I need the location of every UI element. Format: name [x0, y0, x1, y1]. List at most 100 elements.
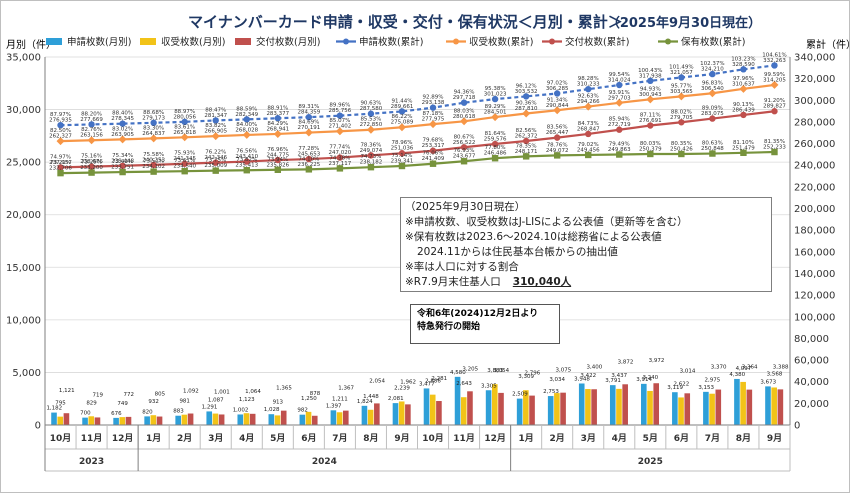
bar: [547, 396, 554, 425]
line-point: [243, 167, 250, 174]
bar: [771, 387, 777, 425]
line-point: [57, 169, 64, 177]
line-count-label: 278,345: [111, 116, 134, 122]
line-point: [771, 62, 778, 69]
line-point: [180, 133, 189, 142]
line-count-label: 239,448: [111, 158, 134, 164]
line-count-label: 234,540: [173, 164, 196, 170]
x-axis: 10月 11月 12月 1月 2月 3月 4月 5月 6月 7月 8月 9月 10月 11月 12月 1月 2月…: [44, 424, 791, 472]
line-percent-label: 90.63%: [360, 101, 381, 107]
bar: [765, 386, 771, 425]
line-count-label: 233,751: [111, 165, 134, 171]
line-point: [88, 121, 95, 128]
bar-value-label: 3,791: [605, 378, 621, 384]
line-percent-label: 73.75%: [205, 158, 226, 164]
bar-value-label: 772: [124, 392, 135, 398]
x-month-label: 10月: [50, 433, 72, 444]
bar: [94, 417, 101, 425]
line-point: [398, 150, 406, 157]
line-point: [460, 99, 468, 106]
bar: [125, 416, 132, 425]
line-percent-label: 94.93%: [640, 86, 661, 92]
line-count-label: 244,775: [266, 153, 289, 159]
line-percent-label: 74.10%: [298, 156, 319, 162]
bar-value-label: 2,239: [394, 385, 410, 391]
line-point: [771, 108, 778, 115]
legend-label: 保有枚数(累計): [681, 36, 745, 48]
bar: [516, 398, 523, 425]
line-count-label: 306,285: [546, 86, 569, 92]
line-percent-label: 76.06%: [423, 151, 444, 157]
bar-value-label: 1,028: [264, 407, 280, 413]
line-count-label: 271,402: [329, 124, 352, 130]
line-count-label: 281,347: [204, 113, 227, 119]
line-point: [522, 93, 530, 100]
line-percent-label: 96.12%: [516, 83, 537, 89]
bar: [498, 392, 504, 425]
x-month-label: 5月: [643, 433, 658, 444]
line-percent-label: 90.36%: [516, 100, 537, 106]
line-percent-label: 75.16%: [81, 154, 102, 160]
bar-value-label: 2,509: [512, 392, 528, 398]
line-count-label: 303,532: [515, 89, 538, 95]
line-point: [740, 66, 747, 73]
line-count-label: 243,677: [453, 154, 476, 160]
bar: [734, 378, 740, 425]
bar-value-label: 913: [273, 399, 284, 405]
bar: [88, 416, 95, 425]
line-point: [150, 161, 157, 169]
callout-line-2: 特急発行の開始: [417, 322, 481, 332]
bar: [746, 389, 753, 425]
y-right-tick-label: 0: [794, 421, 800, 432]
bar-value-label: 3,240: [642, 375, 658, 381]
bar: [436, 401, 442, 425]
line-point: [119, 120, 126, 127]
bar: [150, 415, 157, 425]
x-month-label: 9月: [767, 433, 782, 444]
line-percent-label: 74.73%: [360, 154, 381, 160]
line-percent-label: 75.93%: [174, 151, 195, 157]
line-count-label: 235,413: [235, 163, 258, 169]
line-count-label: 297,703: [608, 95, 631, 101]
y-right-tick-label: 340,000: [794, 53, 835, 64]
bar: [703, 391, 709, 425]
bar: [609, 385, 616, 425]
line-point: [56, 137, 65, 146]
line-point: [709, 70, 716, 78]
line-count-label: 283,377: [266, 111, 289, 117]
line-point: [616, 81, 623, 89]
line-point: [305, 113, 313, 121]
line-count-label: 243,410: [235, 154, 258, 160]
bar-value-label: 981: [179, 399, 190, 405]
line-point: [491, 95, 499, 103]
line-count-label: 310,233: [577, 82, 600, 88]
line-point: [740, 149, 747, 156]
line-count-label: 264,837: [142, 131, 165, 137]
bar: [560, 392, 566, 425]
y-right-tick-label: 80,000: [794, 334, 829, 345]
line-point: [212, 117, 219, 124]
line-point: [367, 163, 375, 171]
bar-value-label: 2,753: [543, 389, 559, 395]
line-percent-label: 98.28%: [578, 76, 599, 82]
bar-value-label: 3,205: [462, 366, 478, 372]
line-count-label: 284,359: [297, 110, 320, 116]
x-year-label: 2025: [638, 457, 663, 467]
bar-value-label: 1,001: [214, 389, 230, 395]
y-axis-left: 0 5,000 10,000 15,000 20,000 25,000 30,000 35,0…: [6, 53, 46, 432]
line-point: [616, 126, 623, 133]
line-percent-label: 80.03%: [640, 141, 661, 147]
line-count-label: 249,863: [608, 147, 631, 153]
line-percent-label: 99.54%: [609, 72, 630, 78]
x-year-label: 2023: [79, 457, 104, 467]
line-count-label: 280,056: [173, 114, 196, 120]
line-percent-label: 76.96%: [267, 147, 288, 153]
line-point: [740, 111, 747, 119]
line-point: [304, 128, 313, 137]
x-month-label: 7月: [705, 433, 720, 444]
line-point: [367, 152, 375, 159]
line-point: [119, 162, 126, 169]
bar: [641, 383, 647, 425]
line-count-label: 314,024: [608, 78, 631, 84]
line-point: [708, 89, 717, 98]
